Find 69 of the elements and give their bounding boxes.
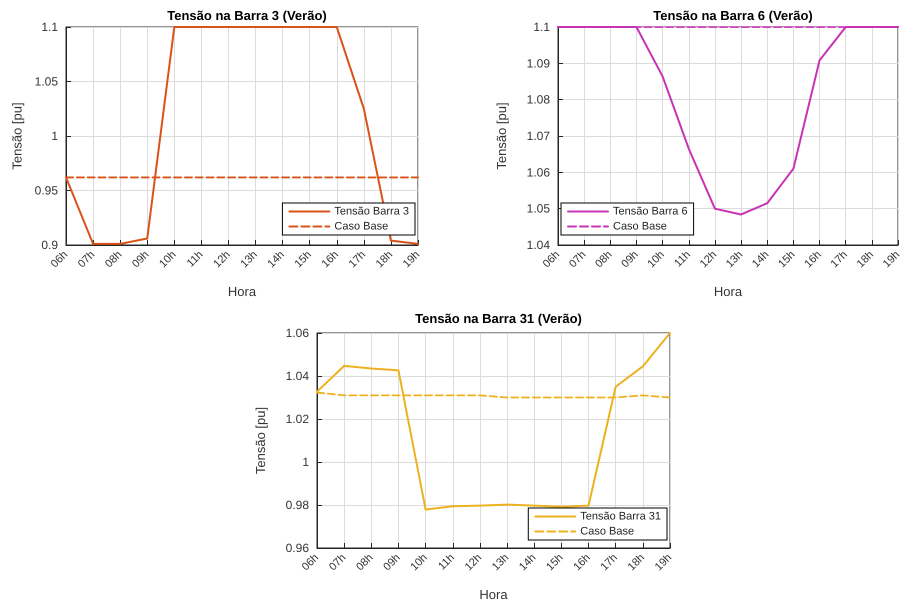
x-tick-label: 15h xyxy=(776,248,798,270)
x-tick-label: 08h xyxy=(593,248,615,270)
x-tick-label: 09h xyxy=(381,552,403,574)
x-tick-label: 14h xyxy=(265,248,287,270)
y-tick-label: 0.95 xyxy=(34,184,58,198)
y-axis-title: Tensão [pu] xyxy=(10,102,25,170)
x-axis-title: Hora xyxy=(714,284,743,299)
x-tick-label: 18h xyxy=(374,248,396,270)
x-tick-label: 16h xyxy=(571,552,593,574)
legend-label: Tensão Barra 6 xyxy=(613,206,688,218)
x-tick-label: 10h xyxy=(157,248,179,270)
y-tick-label: 1.09 xyxy=(526,56,550,70)
x-tick-label: 19h xyxy=(652,552,674,574)
legend-label: Tensão Barra 3 xyxy=(334,206,410,218)
x-tick-label: 15h xyxy=(292,248,314,270)
y-tick-label: 1.06 xyxy=(526,165,550,180)
x-tick-label: 16h xyxy=(320,248,342,270)
chart-title: Tensão na Barra 3 (Verão) xyxy=(167,8,327,23)
x-tick-label: 13h xyxy=(490,552,512,574)
x-tick-label: 10h xyxy=(645,248,667,270)
x-tick-label: 17h xyxy=(828,248,850,270)
x-tick-label: 11h xyxy=(184,248,206,270)
y-tick-label: 1.05 xyxy=(34,74,58,88)
x-tick-label: 17h xyxy=(346,248,368,270)
y-tick-label: 1.04 xyxy=(286,369,310,383)
y-tick-label: 1.08 xyxy=(526,92,550,107)
legend-label: Tensão Barra 31 xyxy=(580,510,661,522)
x-tick-label: 13h xyxy=(724,248,746,270)
x-tick-label: 07h xyxy=(566,248,588,270)
legend-label: Caso Base xyxy=(334,220,388,232)
x-tick-label: 07h xyxy=(326,552,348,574)
x-tick-label: 09h xyxy=(130,248,152,270)
y-tick-label: 0.98 xyxy=(286,498,310,512)
y-tick-label: 1.05 xyxy=(526,202,550,216)
y-tick-label: 1.07 xyxy=(526,129,550,143)
x-tick-label: 19h xyxy=(880,248,902,270)
x-tick-label: 12h xyxy=(698,248,720,270)
x-axis-title: Hora xyxy=(228,284,257,299)
x-tick-label: 08h xyxy=(102,248,124,270)
x-tick-label: 10h xyxy=(408,552,430,574)
x-tick-label: 12h xyxy=(462,552,484,574)
x-tick-label: 19h xyxy=(400,248,422,270)
x-tick-label: 17h xyxy=(598,552,620,574)
legend-label: Caso Base xyxy=(613,220,667,232)
x-tick-label: 16h xyxy=(802,248,824,270)
x-tick-label: 07h xyxy=(76,248,98,270)
x-tick-label: 13h xyxy=(238,248,260,270)
x-tick-label: 11h xyxy=(672,248,694,270)
y-tick-label: 1 xyxy=(302,455,310,469)
y-tick-label: 1.06 xyxy=(286,326,310,340)
x-tick-label: 18h xyxy=(626,552,648,574)
y-tick-label: 1 xyxy=(51,129,58,143)
y-tick-label: 1.1 xyxy=(41,20,58,34)
y-tick-label: 1.02 xyxy=(286,412,310,426)
x-tick-label: 14h xyxy=(750,248,772,270)
x-tick-label: 18h xyxy=(854,248,876,270)
chart-title: Tensão na Barra 6 (Verão) xyxy=(653,8,813,23)
x-tick-label: 09h xyxy=(619,248,641,270)
y-axis-title: Tensão [pu] xyxy=(253,406,268,474)
y-tick-label: 1.1 xyxy=(533,20,550,34)
x-tick-label: 12h xyxy=(211,248,233,270)
x-tick-label: 08h xyxy=(354,552,376,574)
x-tick-label: 15h xyxy=(544,552,566,574)
y-axis-title: Tensão [pu] xyxy=(494,102,509,170)
x-tick-label: 14h xyxy=(517,552,538,574)
legend-label: Caso Base xyxy=(580,526,634,538)
x-tick-label: 11h xyxy=(436,552,458,573)
x-axis-title: Hora xyxy=(479,587,508,602)
chart-title: Tensão na Barra 31 (Verão) xyxy=(415,311,582,326)
